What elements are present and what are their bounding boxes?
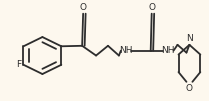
Text: N: N: [186, 34, 193, 43]
Text: NH: NH: [119, 46, 133, 55]
Text: NH: NH: [161, 46, 174, 55]
Text: F: F: [16, 60, 22, 69]
Text: O: O: [186, 84, 193, 93]
Text: O: O: [80, 3, 87, 12]
Text: O: O: [148, 3, 155, 12]
